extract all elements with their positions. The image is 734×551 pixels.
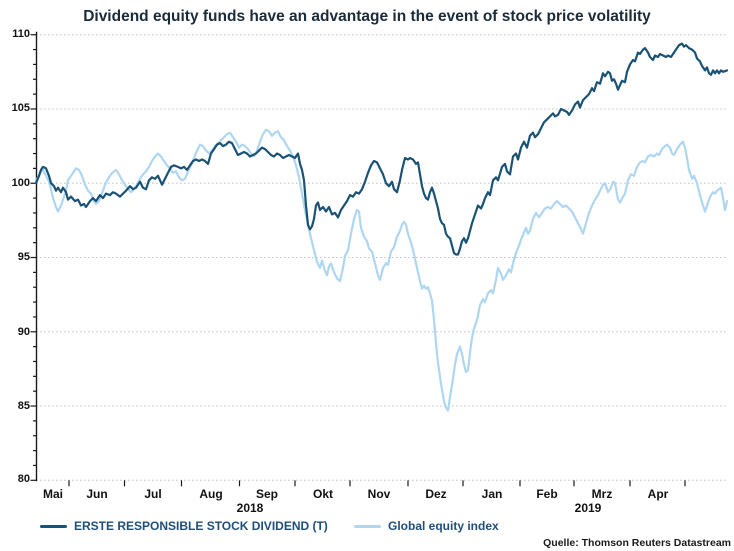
source-credit: Quelle: Thomson Reuters Datastream [543, 537, 731, 549]
global-series-swatch-icon [354, 524, 381, 528]
erste-series-swatch-icon [40, 524, 67, 528]
x-tick-label-dez: Dez [425, 487, 447, 501]
y-tick-label: 105 [11, 102, 30, 114]
x-tick-label-nov: Nov [367, 487, 391, 501]
year-label-2018: 2018 [236, 501, 264, 515]
y-tick-label: 95 [17, 251, 30, 263]
x-tick-label-okt: Okt [312, 487, 333, 501]
x-tick-label-jan: Jan [481, 487, 503, 501]
x-tick-label-mai: Mai [42, 487, 63, 501]
series-line-global [34, 128, 729, 412]
y-tick-label: 100 [11, 177, 30, 189]
year-label-2019: 2019 [574, 501, 602, 515]
y-tick-label: 80 [17, 473, 30, 485]
legend-item-global: Global equity index [354, 519, 499, 533]
x-tick-label-sep: Sep [255, 487, 278, 501]
x-tick-label-feb: Feb [536, 487, 558, 501]
y-tick-label: 90 [17, 326, 30, 338]
x-tick-label-mrz: Mrz [591, 487, 613, 501]
legend-label-erste: ERSTE RESPONSIBLE STOCK DIVIDEND (T) [74, 519, 328, 533]
legend-label-global: Global equity index [388, 519, 499, 533]
series-line-erste [34, 42, 729, 256]
x-tick-label-jul: Jul [144, 487, 162, 501]
y-tick-label: 85 [17, 400, 30, 412]
x-tick-label-jun: Jun [86, 487, 108, 501]
x-tick-label-apr: Apr [647, 487, 669, 501]
chart-title: Dividend equity funds have an advantage … [83, 8, 651, 25]
x-tick-label-aug: Aug [199, 487, 223, 501]
legend-item-erste: ERSTE RESPONSIBLE STOCK DIVIDEND (T) [40, 519, 328, 533]
y-tick-label: 110 [12, 28, 30, 40]
